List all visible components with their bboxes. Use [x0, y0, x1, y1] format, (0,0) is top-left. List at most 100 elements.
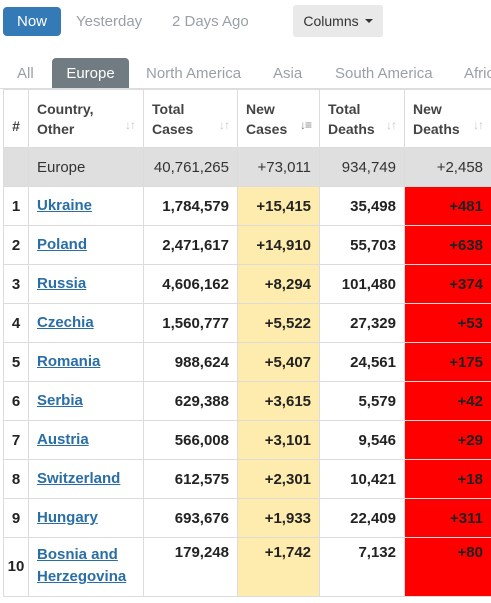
row-index: 4 [3, 303, 29, 343]
top-toolbar: Now Yesterday 2 Days Ago Columns [0, 0, 491, 48]
total-deaths-cell: 55,703 [319, 225, 405, 265]
total-deaths-cell: 9,546 [319, 420, 405, 460]
country-link[interactable]: Austria [37, 431, 89, 448]
tab-asia[interactable]: Asia [273, 64, 303, 82]
country-cell: Poland [28, 225, 144, 265]
total-deaths-cell: 22,409 [319, 498, 405, 538]
sort-icon: ↓↑ [473, 118, 484, 132]
country-link[interactable]: Serbia [37, 392, 83, 409]
tab-all[interactable]: All [17, 64, 34, 82]
row-index: 10 [3, 537, 29, 597]
total-new-deaths: +2,458 [404, 147, 491, 187]
country-link[interactable]: Czechia [37, 314, 94, 331]
tab-africa[interactable]: Afric [464, 64, 491, 82]
new-deaths-cell: +374 [404, 264, 491, 304]
country-link[interactable]: Hungary [37, 509, 98, 526]
row-index: 1 [3, 186, 29, 226]
table-row: 4 Czechia 1,560,777 +5,522 27,329 +53 [3, 303, 491, 343]
caret-down-icon [364, 19, 373, 23]
new-deaths-cell: +80 [404, 537, 491, 597]
table-row: 5 Romania 988,624 +5,407 24,561 +175 [3, 342, 491, 382]
country-cell: Hungary [28, 498, 144, 538]
new-deaths-cell: +175 [404, 342, 491, 382]
row-index: 7 [3, 420, 29, 460]
new-cases-cell: +5,522 [237, 303, 320, 343]
row-index: 2 [3, 225, 29, 265]
tab-north-america[interactable]: North America [146, 64, 242, 82]
row-index: 8 [3, 459, 29, 499]
sort-icon: ↓↑ [386, 118, 397, 132]
new-deaths-cell: +53 [404, 303, 491, 343]
total-cases-cell: 566,008 [143, 420, 238, 460]
header-new-deaths-label: New Deaths [413, 100, 460, 137]
tab-divider [0, 88, 491, 89]
table-header-row: # Country, Other ↓↑ Total Cases ↓↑ New C… [3, 89, 491, 148]
total-cases-cell: 629,388 [143, 381, 238, 421]
new-cases-cell: +3,615 [237, 381, 320, 421]
country-cell: Switzerland [28, 459, 144, 499]
country-cell: Serbia [28, 381, 144, 421]
country-link[interactable]: Poland [37, 236, 88, 253]
country-cell: Romania [28, 342, 144, 382]
total-deaths-cell: 101,480 [319, 264, 405, 304]
total-deaths-cell: 10,421 [319, 459, 405, 499]
tab-south-america[interactable]: South America [335, 64, 433, 82]
header-total-cases-label: Total Cases [152, 100, 194, 137]
total-region-name: Europe [28, 147, 144, 187]
header-total-deaths-label: Total Deaths [328, 100, 375, 137]
header-new-cases[interactable]: New Cases ↓≡ [237, 89, 320, 148]
table-row: 8 Switzerland 612,575 +2,301 10,421 +18 [3, 459, 491, 499]
new-cases-cell: +5,407 [237, 342, 320, 382]
total-cases-cell: 179,248 [143, 537, 238, 597]
total-deaths-cell: 27,329 [319, 303, 405, 343]
country-link[interactable]: Switzerland [37, 470, 121, 487]
row-index: 9 [3, 498, 29, 538]
country-link[interactable]: Russia [37, 275, 87, 292]
header-new-cases-label: New Cases [246, 100, 288, 137]
country-link[interactable]: Ukraine [37, 197, 93, 214]
yesterday-button[interactable]: Yesterday [76, 13, 143, 30]
now-button[interactable]: Now [3, 7, 61, 36]
total-cases-cell: 988,624 [143, 342, 238, 382]
sort-icon: ↓↑ [219, 118, 230, 132]
total-total-cases: 40,761,265 [143, 147, 238, 187]
total-deaths-cell: 35,498 [319, 186, 405, 226]
new-cases-cell: +8,294 [237, 264, 320, 304]
two-days-ago-button[interactable]: 2 Days Ago [172, 13, 249, 30]
header-country[interactable]: Country, Other ↓↑ [28, 89, 144, 148]
table-row: 3 Russia 4,606,162 +8,294 101,480 +374 [3, 264, 491, 304]
country-cell: Ukraine [28, 186, 144, 226]
header-index: # [3, 89, 29, 148]
country-link[interactable]: Romania [37, 353, 101, 370]
tab-europe[interactable]: Europe [52, 58, 129, 88]
new-cases-cell: +2,301 [237, 459, 320, 499]
country-cell: Russia [28, 264, 144, 304]
sort-desc-icon: ↓≡ [299, 118, 312, 132]
table-row: 6 Serbia 629,388 +3,615 5,579 +42 [3, 381, 491, 421]
new-cases-cell: +14,910 [237, 225, 320, 265]
total-new-cases: +73,011 [237, 147, 320, 187]
header-total-cases[interactable]: Total Cases ↓↑ [143, 89, 238, 148]
covid-table: # Country, Other ↓↑ Total Cases ↓↑ New C… [3, 89, 491, 597]
table-row: 9 Hungary 693,676 +1,933 22,409 +311 [3, 498, 491, 538]
row-index: 6 [3, 381, 29, 421]
region-tabs: All Europe North America Asia South Amer… [0, 58, 491, 88]
country-cell: Austria [28, 420, 144, 460]
row-index: 3 [3, 264, 29, 304]
total-cases-cell: 612,575 [143, 459, 238, 499]
country-cell: Bosnia and Herzegovina [28, 537, 144, 597]
table-row: 1 Ukraine 1,784,579 +15,415 35,498 +481 [3, 186, 491, 226]
total-deaths-cell: 5,579 [319, 381, 405, 421]
table-row: 2 Poland 2,471,617 +14,910 55,703 +638 [3, 225, 491, 265]
header-total-deaths[interactable]: Total Deaths ↓↑ [319, 89, 405, 148]
columns-label: Columns [303, 13, 359, 29]
total-cases-cell: 693,676 [143, 498, 238, 538]
columns-dropdown-button[interactable]: Columns [293, 5, 383, 37]
total-cases-cell: 2,471,617 [143, 225, 238, 265]
new-deaths-cell: +18 [404, 459, 491, 499]
header-new-deaths[interactable]: New Deaths ↓↑ [404, 89, 491, 148]
total-cases-cell: 1,560,777 [143, 303, 238, 343]
country-link[interactable]: Bosnia and Herzegovina [37, 546, 127, 585]
new-deaths-cell: +29 [404, 420, 491, 460]
new-cases-cell: +1,933 [237, 498, 320, 538]
